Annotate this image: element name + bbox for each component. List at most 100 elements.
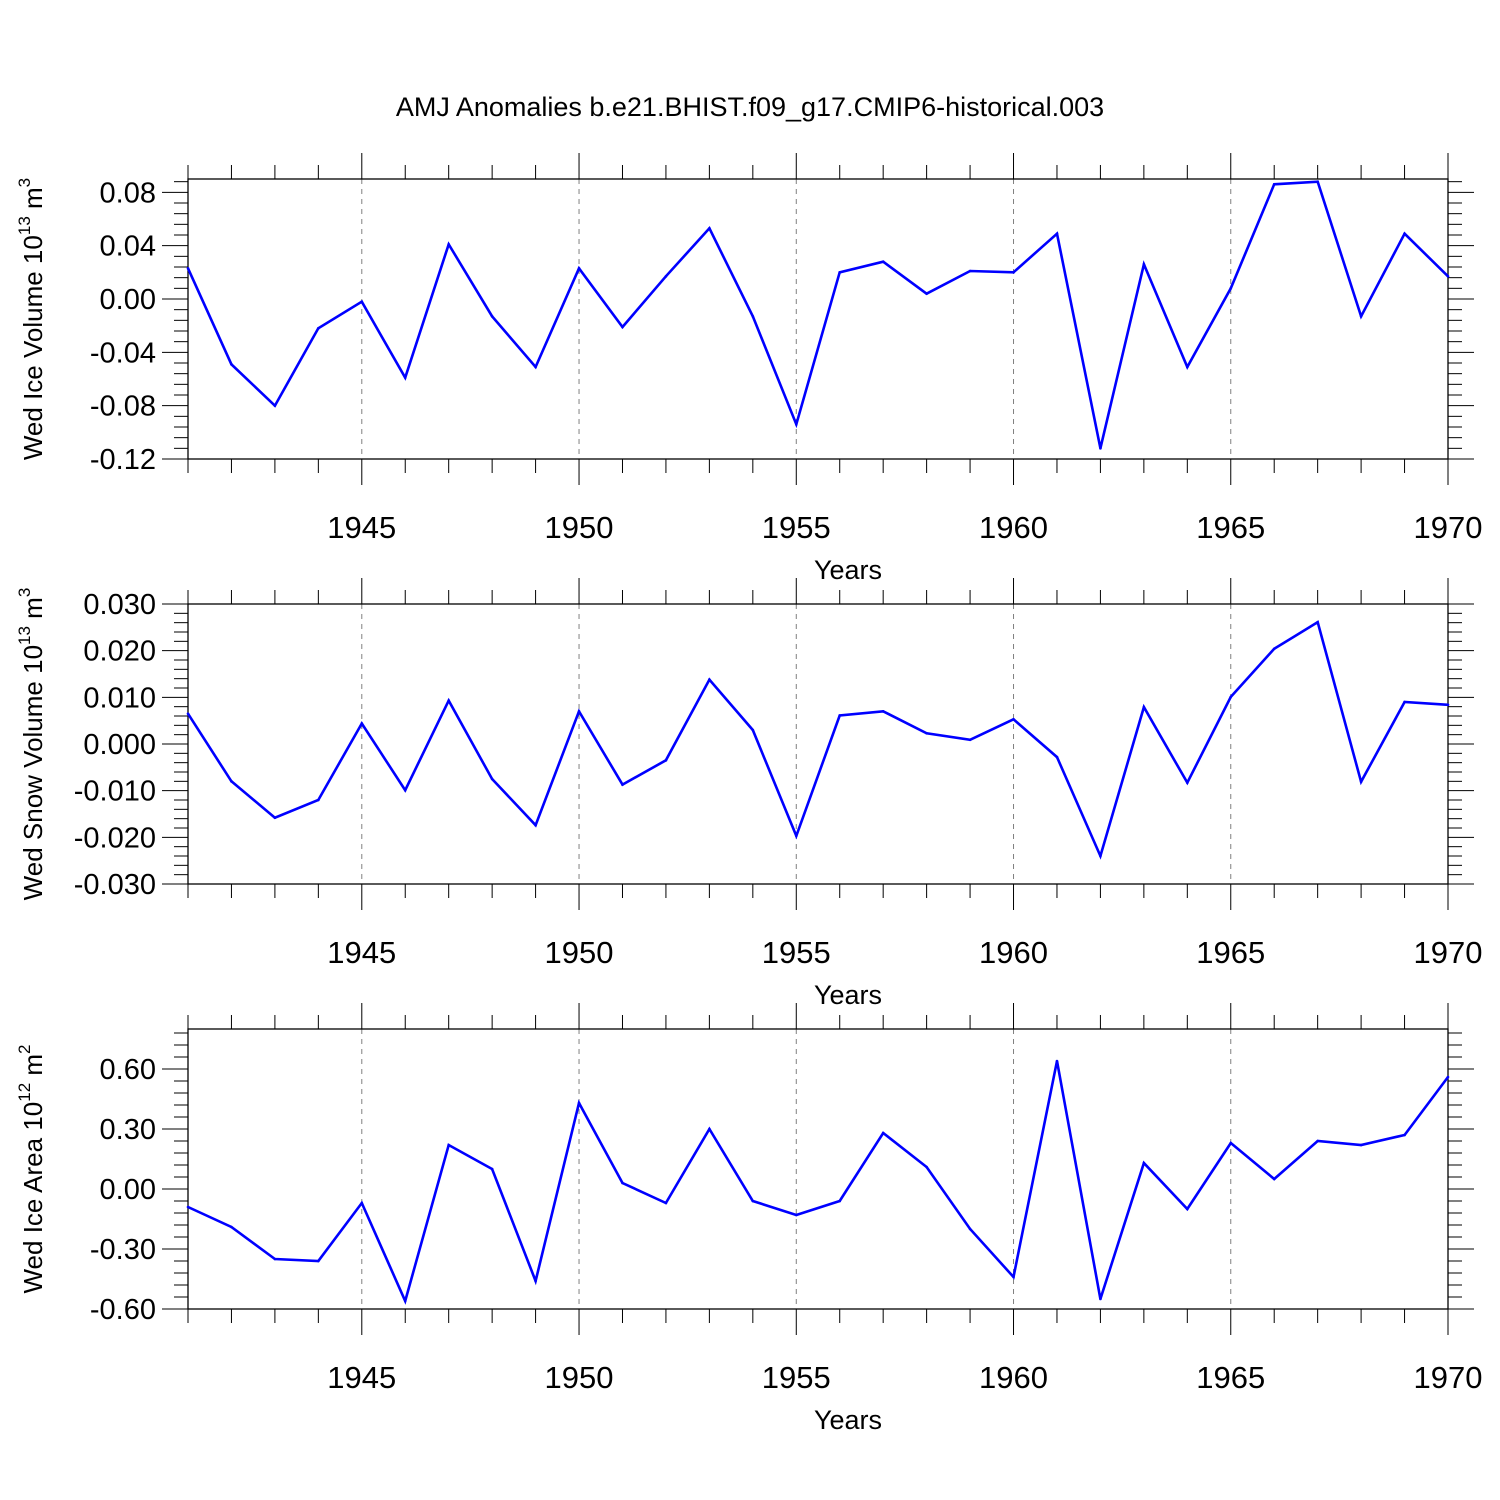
data-point bbox=[273, 1257, 277, 1261]
data-point bbox=[664, 1201, 668, 1205]
data-point bbox=[534, 365, 537, 369]
data-point bbox=[230, 780, 233, 783]
data-point bbox=[708, 678, 711, 681]
data-point bbox=[447, 243, 450, 246]
data-point bbox=[1055, 232, 1059, 235]
data-point bbox=[794, 834, 798, 838]
x-tick-label: 1955 bbox=[762, 1360, 831, 1395]
data-point bbox=[186, 267, 190, 270]
data-point bbox=[1446, 703, 1450, 707]
x-tick-label: 1970 bbox=[1414, 1360, 1483, 1395]
data-point bbox=[360, 1201, 364, 1205]
data-point bbox=[1142, 705, 1146, 709]
data-point bbox=[273, 404, 277, 407]
x-tick-label: 1950 bbox=[545, 935, 614, 970]
data-point bbox=[1316, 1139, 1319, 1143]
y-tick-label: -0.60 bbox=[90, 1294, 156, 1326]
data-point bbox=[230, 363, 233, 366]
data-point bbox=[534, 1279, 537, 1283]
x-tick-label: 1945 bbox=[327, 510, 396, 545]
data-point bbox=[925, 292, 928, 295]
x-tick-label: 1950 bbox=[545, 1360, 614, 1395]
data-point bbox=[1229, 1141, 1233, 1145]
data-point bbox=[1099, 447, 1102, 450]
data-point bbox=[1403, 700, 1406, 704]
data-point bbox=[708, 227, 711, 230]
y-tick-label: 0.30 bbox=[100, 1114, 156, 1146]
axis-ticks bbox=[162, 1003, 1474, 1335]
data-point bbox=[881, 710, 885, 713]
data-point bbox=[317, 798, 320, 802]
data-point bbox=[360, 300, 364, 303]
data-point bbox=[1012, 271, 1015, 274]
data-point bbox=[664, 275, 668, 278]
y-tick-label: 0.00 bbox=[100, 284, 156, 316]
data-point bbox=[1099, 1297, 1102, 1301]
data-point bbox=[447, 1143, 450, 1147]
data-point bbox=[838, 714, 842, 717]
x-tick-label: 1960 bbox=[979, 935, 1048, 970]
data-point bbox=[1403, 1133, 1406, 1137]
data-point bbox=[794, 423, 798, 426]
chart-panel-2: 0.030 0.020 0.010 0.000 -0.010 -0.020 -0.030 19… bbox=[15, 578, 1482, 1010]
chart-panel-1: 0.08 0.04 0.00 -0.04 -0.08 -0.12 1945 1950 1955 1… bbox=[15, 153, 1482, 585]
data-point bbox=[317, 1259, 320, 1263]
y-tick-label: -0.030 bbox=[74, 869, 156, 901]
data-point bbox=[1359, 780, 1363, 784]
data-point bbox=[403, 376, 407, 379]
plot-frame bbox=[187, 178, 1449, 460]
y-tick-label: -0.30 bbox=[90, 1234, 156, 1266]
x-tick-label: 1970 bbox=[1414, 510, 1483, 545]
data-point bbox=[577, 1101, 581, 1105]
x-axis-label: Years bbox=[814, 555, 882, 585]
y-tick-label: 0.04 bbox=[100, 231, 156, 263]
x-tick-label: 1960 bbox=[979, 1360, 1048, 1395]
y-tick-label: 0.020 bbox=[83, 636, 156, 668]
data-point bbox=[1272, 183, 1276, 186]
data-point bbox=[751, 315, 755, 318]
data-point bbox=[360, 722, 364, 725]
y-tick-label: -0.020 bbox=[74, 822, 156, 854]
figure-title: AMJ Anomalies b.e21.BHIST.f09_g17.CMIP6-… bbox=[396, 92, 1104, 122]
data-point bbox=[1272, 1177, 1276, 1181]
data-point bbox=[534, 823, 537, 827]
data-point bbox=[1099, 854, 1102, 858]
data-point bbox=[621, 1181, 624, 1185]
data-point bbox=[230, 1225, 233, 1229]
data-point bbox=[1186, 781, 1189, 785]
data-point bbox=[881, 1131, 885, 1135]
y-tick-label: -0.08 bbox=[90, 391, 156, 423]
data-point bbox=[621, 783, 624, 786]
y-tick-label: 0.010 bbox=[83, 682, 156, 714]
data-point bbox=[447, 699, 450, 702]
x-tick-label: 1960 bbox=[979, 510, 1048, 545]
data-point bbox=[664, 759, 668, 762]
data-point bbox=[490, 315, 494, 318]
x-tick-label: 1970 bbox=[1414, 935, 1483, 970]
data-point bbox=[577, 267, 581, 270]
data-point bbox=[186, 712, 190, 715]
x-tick-label: 1955 bbox=[762, 935, 831, 970]
x-tick-label: 1965 bbox=[1196, 510, 1265, 545]
data-point bbox=[1012, 717, 1015, 721]
data-point bbox=[751, 728, 755, 732]
y-axis-label: Wed Snow Volume 1013 m3 bbox=[15, 588, 48, 901]
data-point bbox=[317, 327, 320, 330]
chart-panels: 0.08 0.04 0.00 -0.04 -0.08 -0.12 1945 1950 1955 1… bbox=[15, 153, 1482, 1435]
y-tick-label: -0.04 bbox=[90, 337, 156, 369]
y-tick-label: 0.000 bbox=[83, 729, 156, 761]
data-point bbox=[1446, 1075, 1450, 1079]
axis-ticks bbox=[162, 153, 1474, 485]
data-point bbox=[403, 788, 407, 792]
x-axis-label: Years bbox=[814, 1405, 882, 1435]
data-point bbox=[968, 1227, 972, 1231]
data-point bbox=[925, 731, 928, 735]
data-point bbox=[490, 1167, 494, 1171]
y-tick-label: 0.60 bbox=[100, 1054, 156, 1086]
x-tick-label: 1965 bbox=[1196, 1360, 1265, 1395]
data-point bbox=[1186, 365, 1189, 369]
x-tick-label: 1950 bbox=[545, 510, 614, 545]
data-point bbox=[968, 269, 972, 273]
data-point bbox=[621, 325, 624, 329]
